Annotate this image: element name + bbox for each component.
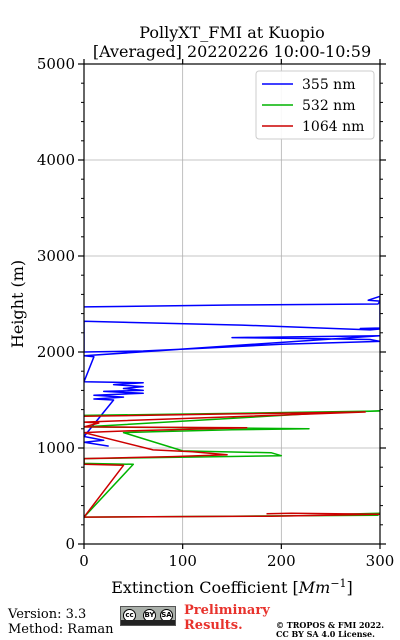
preliminary-label-line2: Results. <box>184 618 243 633</box>
y-tick-label-5000: 5000 <box>37 55 75 73</box>
y-tick-label-2000: 2000 <box>37 343 75 361</box>
plot-lines <box>84 295 380 518</box>
y-axis-label: Height (m) <box>8 260 27 348</box>
copyright-line1: © TROPOS & FMI 2022. <box>276 620 385 630</box>
series-line-355-nm <box>84 295 380 447</box>
legend-box <box>255 70 375 140</box>
version-text: Version: 3.3 <box>8 607 87 622</box>
legend-label-2: 1064 nm <box>302 119 364 135</box>
x-tick-label-100: 100 <box>168 552 197 570</box>
legend-label-0: 355 nm <box>302 77 355 93</box>
y-tick-label-4000: 4000 <box>37 151 75 169</box>
axes <box>83 63 381 545</box>
y-tick-label-0: 0 <box>65 535 75 553</box>
badge-band <box>121 620 175 625</box>
chart-title: PollyXT_FMI at Kuopio <box>139 23 325 42</box>
chart-subtitle: [Averaged] 20220226 10:00-10:59 <box>92 42 372 61</box>
x-tick-label-0: 0 <box>79 552 89 570</box>
method-text: Method: Raman <box>8 622 114 637</box>
plot-frame <box>83 63 381 545</box>
x-tick-label-300: 300 <box>366 552 395 570</box>
legend-label-1: 532 nm <box>302 98 355 114</box>
cc-license-badge: cc BY SA <box>120 606 176 626</box>
sa-icon: SA <box>160 609 173 622</box>
legend: 355 nm 532 nm 1064 nm <box>255 70 375 140</box>
x-tick-label-200: 200 <box>267 552 296 570</box>
preliminary-label-line1: Preliminary <box>184 603 270 618</box>
y-tick-label-3000: 3000 <box>37 247 75 265</box>
x-axis-label: Extinction Coefficient [Mm−1] <box>111 577 353 598</box>
y-tick-label-1000: 1000 <box>37 439 75 457</box>
copyright-line2: CC BY SA 4.0 License. <box>276 629 375 639</box>
series-line-1064-nm <box>84 411 380 518</box>
